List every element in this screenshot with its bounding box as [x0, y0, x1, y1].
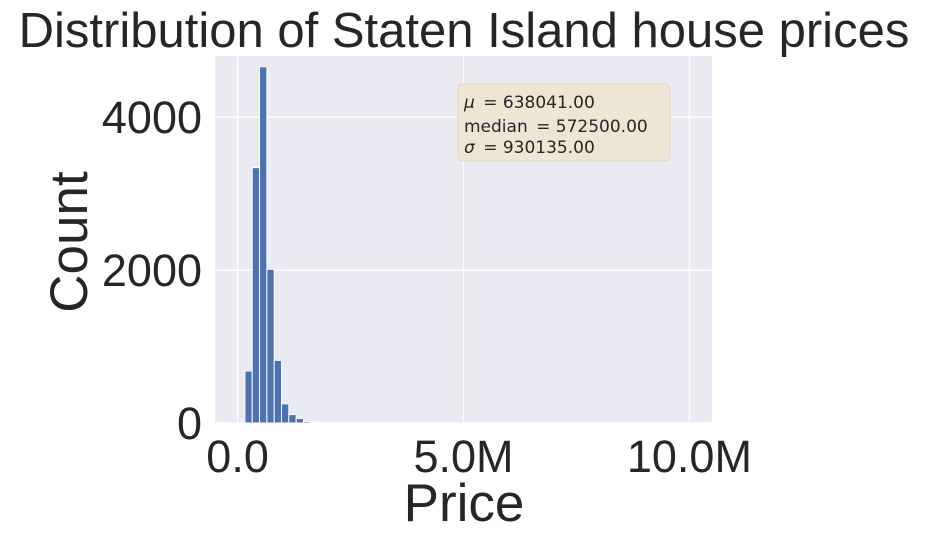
- histogram-bar: [259, 66, 268, 424]
- x-tick-label: 0.0: [206, 431, 269, 482]
- sigma-symbol: σ: [464, 138, 476, 158]
- histogram-bar: [310, 421, 319, 424]
- y-tick-labels: 0 2000 4000: [102, 92, 202, 449]
- stats-box: [457, 83, 671, 162]
- histogram-bar: [288, 414, 297, 424]
- stats-std: σ = 930135.00: [464, 138, 595, 158]
- y-tick-label: 2000: [102, 245, 202, 296]
- x-tick-labels: 0.0 5.0M 10.0M: [206, 431, 752, 482]
- histogram-bar: [317, 421, 326, 424]
- stats-annotation: μ = 638041.00 median = 572500.00 σ = 930…: [457, 83, 671, 162]
- mu-symbol: μ: [463, 93, 475, 113]
- y-tick-label: 4000: [102, 92, 202, 143]
- y-axis-label: Count: [40, 171, 99, 313]
- histogram-bar: [244, 370, 253, 424]
- y-tick-label: 0: [177, 398, 202, 449]
- histogram-bar: [281, 403, 290, 424]
- histogram-bar: [295, 417, 304, 424]
- x-tick-label: 5.0M: [413, 431, 513, 482]
- histogram-bar: [273, 359, 283, 424]
- median-value: = 572500.00: [536, 117, 648, 137]
- histogram-bar: [302, 420, 312, 424]
- x-tick-label: 10.0M: [627, 431, 752, 482]
- median-label: median: [464, 117, 528, 137]
- std-value: = 930135.00: [483, 138, 595, 158]
- stats-mean: μ = 638041.00: [463, 93, 595, 113]
- histogram-bar: [266, 268, 275, 424]
- mean-value: = 638041.00: [483, 93, 595, 113]
- x-axis-label: Price: [404, 474, 525, 533]
- histogram-bar: [251, 167, 261, 424]
- histogram-bars: [244, 66, 356, 424]
- chart-title: Distribution of Staten Island house pric…: [19, 4, 910, 58]
- stats-median: median = 572500.00: [464, 117, 648, 137]
